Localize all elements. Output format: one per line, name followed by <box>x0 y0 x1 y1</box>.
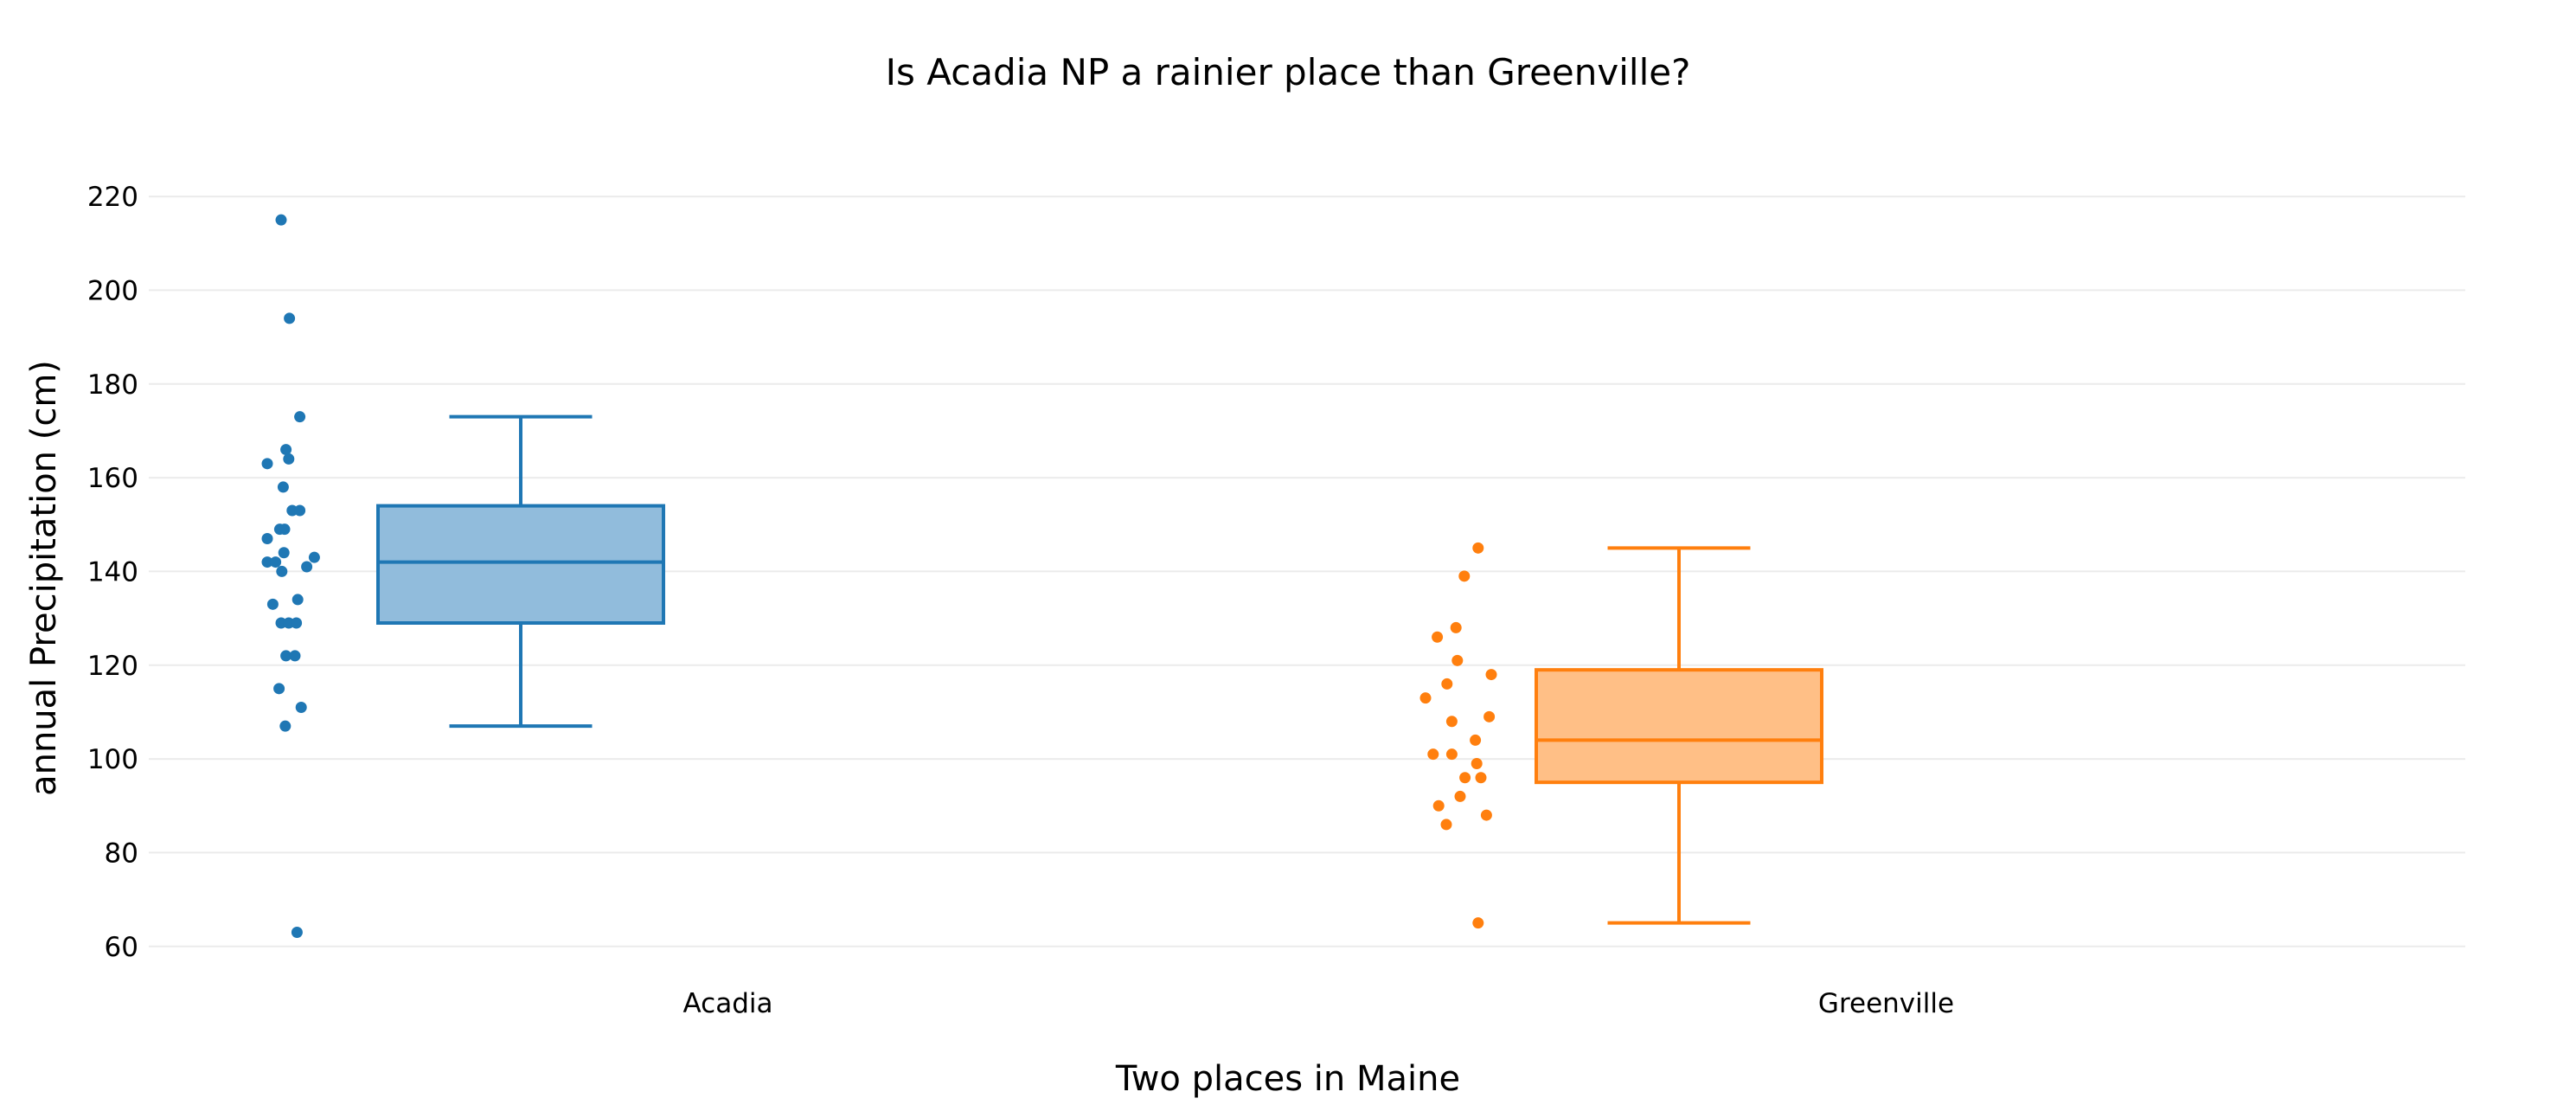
data-point <box>1419 692 1432 704</box>
data-point <box>1432 800 1445 812</box>
x-axis-title: Two places in Maine <box>1115 1059 1460 1099</box>
series-layer <box>261 214 1823 938</box>
data-point <box>1427 748 1439 761</box>
y-tick-label: 140 <box>87 556 138 588</box>
x-tick-label: Acadia <box>683 988 773 1019</box>
data-point <box>261 458 273 470</box>
x-axis-ticks: Acadia Greenville <box>683 988 1955 1019</box>
data-point <box>1471 758 1483 769</box>
y-tick-label: 60 <box>105 932 138 963</box>
data-point <box>270 556 282 568</box>
y-tick-label: 180 <box>87 369 138 401</box>
y-tick-label: 80 <box>105 838 138 869</box>
data-point <box>292 594 304 606</box>
data-point <box>1470 734 1482 746</box>
data-point <box>1472 917 1484 929</box>
data-point <box>273 683 285 695</box>
data-point <box>279 523 291 536</box>
data-point <box>1458 570 1471 582</box>
data-point <box>276 565 288 577</box>
y-tick-label: 160 <box>87 463 138 494</box>
data-point <box>277 481 289 493</box>
data-point <box>283 453 295 465</box>
iqr-box <box>376 504 665 625</box>
y-tick-label: 120 <box>87 651 138 682</box>
data-point <box>261 533 273 544</box>
data-point <box>1445 716 1458 728</box>
series-acadia <box>261 214 665 938</box>
data-point <box>291 617 303 629</box>
series-greenville <box>1419 542 1823 929</box>
data-point <box>284 312 296 324</box>
data-point <box>1451 654 1464 666</box>
data-point <box>1450 621 1462 633</box>
data-point <box>1441 678 1453 690</box>
data-point <box>280 444 292 456</box>
data-point <box>275 214 287 226</box>
data-point <box>1440 819 1452 831</box>
data-point <box>294 504 306 517</box>
data-point <box>261 556 273 568</box>
y-tick-label: 200 <box>87 275 138 306</box>
data-point <box>1485 669 1497 681</box>
y-tick-label: 100 <box>87 744 138 775</box>
data-point <box>289 650 301 662</box>
data-point <box>278 547 290 559</box>
data-point <box>1445 748 1458 761</box>
y-axis-ticks: 60 80 100 120 140 160 180 200 220 <box>87 182 138 963</box>
data-point <box>266 598 279 610</box>
data-point <box>291 927 303 938</box>
data-point <box>1472 542 1484 554</box>
data-point <box>1475 772 1487 784</box>
data-point <box>1480 809 1492 821</box>
data-point <box>1432 631 1444 643</box>
y-axis-title: annual Precipitation (cm) <box>24 360 64 796</box>
data-point <box>308 551 320 563</box>
y-tick-label: 220 <box>87 182 138 213</box>
iqr-box <box>1535 668 1823 785</box>
data-point <box>280 650 292 662</box>
data-point <box>1454 790 1466 802</box>
x-tick-label: Greenville <box>1818 988 1954 1019</box>
data-point <box>294 411 306 423</box>
data-point <box>301 561 313 573</box>
data-point <box>1483 710 1496 722</box>
data-point <box>295 702 307 713</box>
data-point <box>279 720 292 732</box>
chart-title: Is Acadia NP a rainier place than Greenv… <box>886 51 1691 93</box>
data-point <box>1459 772 1471 784</box>
